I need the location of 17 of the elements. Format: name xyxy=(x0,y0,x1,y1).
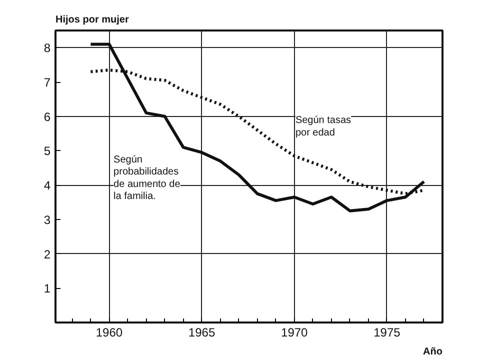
y-tick-label: 1 xyxy=(44,282,51,296)
y-tick-label: 3 xyxy=(44,212,51,227)
y-axis-title: Hijos por mujer xyxy=(56,14,129,26)
x-axis-title: Año xyxy=(423,346,443,358)
x-tick-label: 1975 xyxy=(374,326,401,340)
annotation: Según probabilidades de aumento de la familia. xyxy=(114,154,181,202)
y-tick-label: 8 xyxy=(44,41,51,56)
x-tick-label: 1965 xyxy=(188,326,216,340)
y-tick-label: 2 xyxy=(44,247,51,262)
y-tick-label: 6 xyxy=(44,110,51,124)
y-tick-label: 7 xyxy=(44,76,51,90)
x-tick-label: 1960 xyxy=(96,326,123,340)
y-tick-label: 5 xyxy=(44,144,51,158)
y-tick-label: 4 xyxy=(44,178,51,193)
x-tick-label: 1970 xyxy=(281,326,308,340)
line-series xyxy=(89,42,426,212)
annotation: Según tasas por edad xyxy=(295,115,352,138)
